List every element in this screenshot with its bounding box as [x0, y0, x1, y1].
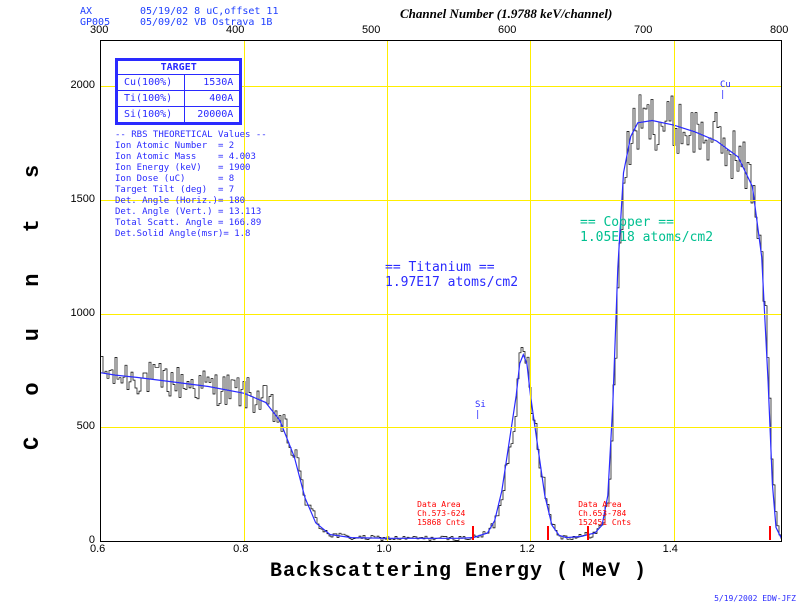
x-tick: 1.0 — [376, 543, 391, 555]
top-tick: 500 — [362, 24, 380, 36]
theory-values: -- RBS THEORETICAL Values -- Ion Atomic … — [115, 130, 267, 240]
y-tick: 2000 — [55, 79, 95, 91]
y-tick: 0 — [55, 534, 95, 546]
red-tick — [472, 526, 474, 540]
top-axis-label: Channel Number (1.9788 keV/channel) — [400, 6, 612, 22]
y-tick: 1000 — [55, 307, 95, 319]
cu-marker: Cu| — [720, 80, 731, 100]
top-tick: 700 — [634, 24, 652, 36]
red-zone-label: Data Area Ch.573-624 15868 Cnts — [417, 500, 465, 527]
chart-stage: AX GP005 05/19/02 8 uC,offset 11 05/09/0… — [0, 0, 800, 605]
top-tick: 800 — [770, 24, 788, 36]
footer-text: 5/19/2002 EDW-JFZ — [714, 594, 796, 603]
hdr-d1: 05/19/02 8 uC,offset 11 — [140, 6, 278, 17]
y-tick: 1500 — [55, 193, 95, 205]
red-tick — [587, 526, 589, 540]
red-tick — [547, 526, 549, 540]
hdr-d2: 05/09/02 VB Ostrava 1B — [140, 17, 272, 28]
top-tick: 300 — [90, 24, 108, 36]
top-tick: 600 — [498, 24, 516, 36]
titanium-annotation: == Titanium == 1.97E17 atoms/cm2 — [385, 260, 518, 290]
si-marker: Si| — [475, 400, 486, 420]
target-table: TARGET Cu(100%) 1530ATi(100%) 400ASi(100… — [115, 58, 242, 125]
y-tick: 500 — [55, 420, 95, 432]
x-tick: 1.4 — [663, 543, 678, 555]
copper-annotation: == Copper == 1.05E18 atoms/cm2 — [580, 215, 713, 245]
hdr-ax: AX — [80, 6, 92, 17]
red-tick — [769, 526, 771, 540]
top-tick: 400 — [226, 24, 244, 36]
x-tick: 0.8 — [233, 543, 248, 555]
y-axis-label: C o u n t s — [20, 151, 45, 450]
x-tick: 1.2 — [519, 543, 534, 555]
target-title: TARGET — [118, 61, 239, 74]
red-zone-label: Data Area Ch.653-784 152451 Cnts — [578, 500, 631, 527]
x-axis-label: Backscattering Energy ( MeV ) — [270, 560, 647, 583]
